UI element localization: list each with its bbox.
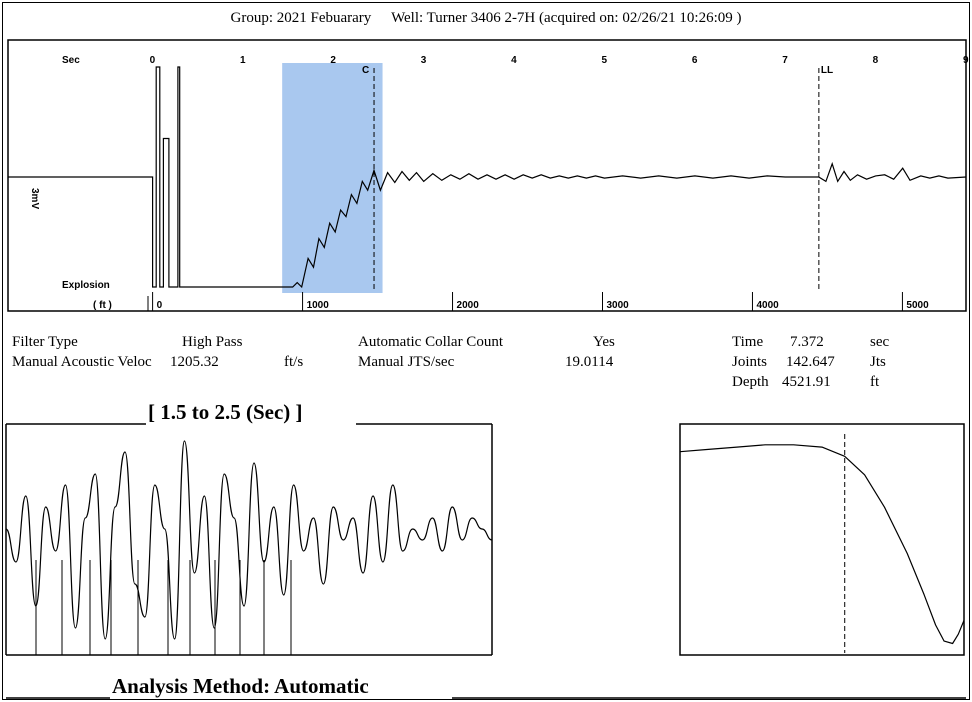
zoom-title: [ 1.5 to 2.5 (Sec) ] xyxy=(148,400,303,424)
well-title: Well: Turner 3406 2-7H (acquired on: 02/… xyxy=(391,10,742,26)
filter-frame xyxy=(679,423,965,656)
highlight-window xyxy=(282,63,383,293)
sec-tick-label: 2 xyxy=(330,55,336,66)
time-unit: sec xyxy=(870,334,890,350)
time-label: Time xyxy=(732,334,764,350)
velocity-value: 1205.32 xyxy=(170,354,219,370)
filter-type-label: Filter Type xyxy=(12,334,78,350)
time-value: 7.372 xyxy=(790,334,824,350)
marker-label-ll: LL xyxy=(821,65,833,76)
jts-per-sec-label: Manual JTS/sec xyxy=(358,354,455,370)
filter-response-line xyxy=(679,444,965,645)
velocity-label: Manual Acoustic Veloc xyxy=(12,354,152,370)
signal-label: 3mV xyxy=(29,188,40,209)
sec-tick-label: 3 xyxy=(421,55,427,66)
explosion-label: Explosion xyxy=(62,280,110,291)
ft-axis-label: ( ft ) xyxy=(93,300,112,311)
zoom-trace-line xyxy=(5,440,493,640)
joints-unit: Jts xyxy=(870,354,886,370)
ft-tick-label: 5000 xyxy=(906,300,929,311)
group-title: Group: 2021 Febuarary xyxy=(230,10,372,26)
sec-tick-label: 1 xyxy=(240,55,246,66)
ft-tick-label: 4000 xyxy=(756,300,779,311)
ft-tick-label: 2000 xyxy=(457,300,480,311)
depth-unit: ft xyxy=(870,374,880,390)
sec-tick-label: 5 xyxy=(601,55,607,66)
ft-tick-label: 3000 xyxy=(606,300,629,311)
collar-count-value: Yes xyxy=(593,334,615,350)
ft-tick-label: 1000 xyxy=(307,300,330,311)
sec-tick-label: 0 xyxy=(150,55,156,66)
chart-frame xyxy=(7,39,967,312)
sec-tick-label: 8 xyxy=(873,55,879,66)
collar-count-label: Automatic Collar Count xyxy=(358,334,503,350)
sec-tick-label: 4 xyxy=(511,55,517,66)
ft-tick-label: 0 xyxy=(157,300,163,311)
acoustic-trace-line xyxy=(8,66,967,289)
velocity-unit: ft/s xyxy=(284,354,304,370)
depth-label: Depth xyxy=(732,374,769,390)
sec-tick-label: 9 xyxy=(963,55,969,66)
filter-type-value: High Pass xyxy=(182,334,243,350)
report-header: Group: 2021 Febuarary Well: Turner 3406 … xyxy=(0,10,972,27)
sec-tick-label: 7 xyxy=(782,55,788,66)
jts-per-sec-value: 19.0114 xyxy=(565,354,614,370)
sec-axis-label: Sec xyxy=(62,55,80,66)
marker-label-c: C xyxy=(362,65,369,76)
sec-tick-label: 6 xyxy=(692,55,698,66)
joints-value: 142.647 xyxy=(786,354,835,370)
joints-label: Joints xyxy=(732,354,768,370)
analysis-method: Analysis Method: Automatic xyxy=(112,674,369,698)
depth-value: 4521.91 xyxy=(782,374,831,390)
